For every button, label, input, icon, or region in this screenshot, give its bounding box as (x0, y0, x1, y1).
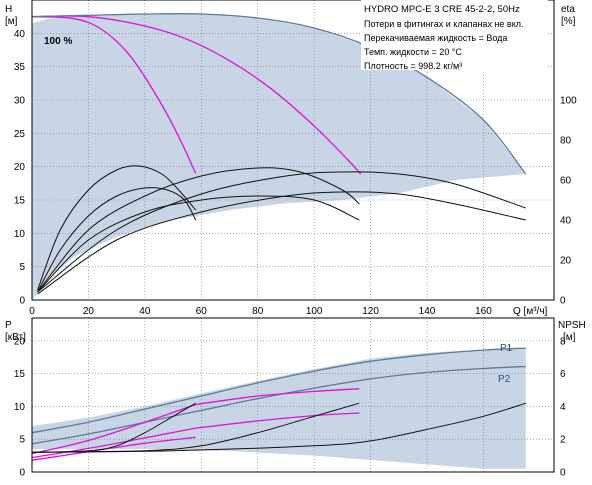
curve-eta_2 (37, 187, 197, 293)
power-npsh-panel: 0 5 10 15 20 0 2 4 6 8 P [кВт] NPSH [м] P1 P2 (5, 317, 586, 479)
x-tick-label: 160 (475, 306, 492, 317)
top-envelope-shape (32, 14, 526, 300)
curve-head_1 (31, 16, 197, 174)
bottom-grid (32, 318, 554, 472)
bottom-y-tick-label: 15 (14, 369, 26, 380)
top-y-tick-label: 30 (14, 96, 26, 107)
y-axis-unit-h: [м] (5, 16, 18, 27)
curve-eta_1 (37, 165, 197, 291)
curve-head_2 (31, 15, 362, 175)
bottom-plot-frame (31, 317, 555, 473)
top-envelope-area (32, 14, 526, 300)
curve-eta_6 (37, 191, 526, 295)
top-tick-labels: 0 5 10 15 20 25 30 35 40 0 20 40 60 80 100 0 20 40 60 80 100… (14, 29, 577, 317)
x-tick-label: 120 (362, 306, 379, 317)
x-tick-label: 100 (306, 306, 323, 317)
top-plot-frame (31, 0, 555, 301)
top-y2-tick-label: 60 (560, 176, 572, 187)
bottom-y-tick-label: 20 (14, 336, 26, 347)
curve-head_3 (31, 12, 527, 175)
y2-axis-label-npsh: NPSH (558, 320, 586, 331)
y-axis-label-h: H (5, 4, 12, 15)
x-tick-label: 40 (139, 306, 151, 317)
top-y2-tick-label: 80 (560, 136, 572, 147)
bottom-y-tick-label: 5 (19, 435, 25, 446)
bottom-y-tick-label: 10 (14, 402, 26, 413)
bottom-curves (31, 347, 526, 461)
top-y2-tick-label: 0 (560, 296, 566, 307)
curve-Pm_4 (195, 388, 360, 406)
bottom-y2-tick-label: 0 (560, 468, 566, 479)
top-curves (31, 12, 527, 295)
y2-axis-label-eta: eta (561, 4, 575, 15)
x-axis-label-q: Q [м³/ч] (513, 306, 548, 317)
curve-Pm_3 (31, 436, 196, 461)
bottom-y2-tick-label: 4 (560, 402, 566, 413)
y2-axis-unit-eta: [%] (561, 16, 576, 27)
series-label-p2: P2 (498, 374, 511, 385)
curve-eta_4 (37, 195, 360, 293)
top-grid (32, 0, 554, 300)
bottom-y2-tick-label: 2 (560, 435, 566, 446)
x-tick-label: 20 (83, 306, 95, 317)
info-box (361, 0, 548, 70)
head-efficiency-panel: 0 5 10 15 20 25 30 35 40 0 20 40 60 80 100 0 20 40 60 80 100… (5, 0, 577, 317)
top-y-tick-label: 40 (14, 29, 26, 40)
x-tick-label: 140 (419, 306, 436, 317)
curve-Pm_5 (195, 412, 360, 429)
top-y2-tick-label: 20 (560, 256, 572, 267)
curve-P1 (31, 347, 526, 434)
curve-Pm_2 (31, 427, 196, 459)
bottom-y2-tick-label: 6 (560, 369, 566, 380)
curve-eta_5 (37, 171, 526, 293)
top-y-tick-label: 5 (19, 262, 25, 273)
bottom-tick-labels: 0 5 10 15 20 0 2 4 6 8 (14, 336, 566, 478)
chart-title: HYDRO MPC-E 3 CRE 45-2-2, 50Hz (364, 4, 520, 15)
curve-npsh_3 (31, 402, 526, 453)
info-line-4: Плотность = 998.2 кг/м³ (364, 61, 462, 71)
curve-npsh_1 (31, 402, 196, 453)
top-y-tick-label: 10 (14, 229, 26, 240)
x-tick-label: 60 (196, 306, 208, 317)
top-y-tick-label: 0 (19, 296, 25, 307)
x-tick-label: 80 (252, 306, 264, 317)
bottom-envelope-shape (32, 347, 526, 469)
top-y-tick-label: 20 (14, 162, 26, 173)
curve-eta_3 (37, 167, 360, 293)
top-y-tick-label: 25 (14, 129, 26, 140)
bottom-envelope-area (32, 347, 526, 469)
top-y-tick-label: 15 (14, 196, 26, 207)
y-axis-unit-p: [кВт] (5, 332, 26, 343)
bottom-y-tick-label: 0 (19, 468, 25, 479)
top-y2-tick-label: 40 (560, 216, 572, 227)
bottom-y2-tick-label: 8 (560, 336, 566, 347)
speed-annotation: 100 % (44, 36, 72, 47)
curve-Pm_1 (31, 403, 196, 455)
top-y2-tick-label: 100 (560, 96, 577, 107)
info-line-3: Темп. жидкости = 20 °C (364, 47, 462, 57)
x-tick-label: 0 (29, 306, 35, 317)
y2-axis-unit-npsh: [м] (563, 332, 576, 343)
top-y-tick-label: 35 (14, 62, 26, 73)
y-axis-label-p: P (5, 320, 12, 331)
info-line-2: Перекачиваемая жидкость = Вода (364, 33, 507, 43)
series-label-p1: P1 (500, 343, 513, 354)
info-line-1: Потери в фитингах и клапанах не вкл. (364, 19, 524, 29)
